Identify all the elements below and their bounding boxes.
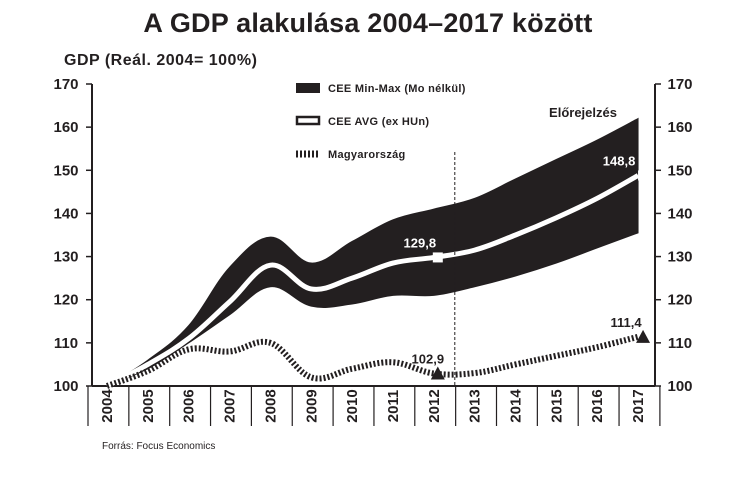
x-tick-label: 2013 xyxy=(467,389,484,422)
y-tick-label-left: 160 xyxy=(53,119,78,136)
y-axis-title: GDP (Reál. 2004= 100%) xyxy=(64,52,258,69)
x-tick-label: 2016 xyxy=(589,389,606,422)
y-tick-label-right: 170 xyxy=(667,76,692,93)
legend-swatch-avg xyxy=(295,115,321,126)
y-tick-label-right: 130 xyxy=(667,249,692,266)
hungary-marker xyxy=(430,366,445,380)
y-tick-label-right: 160 xyxy=(667,119,692,136)
x-tick-label: 2012 xyxy=(426,389,443,422)
legend-swatch-band xyxy=(296,83,320,93)
y-tick-label-right: 140 xyxy=(667,205,692,222)
x-tick-label: 2010 xyxy=(344,389,361,422)
y-tick-label-left: 150 xyxy=(53,162,78,179)
cee-avg-line xyxy=(105,173,640,389)
x-tick-label: 2006 xyxy=(181,389,198,422)
legend-label-band: CEE Min-Max (Mo nélkül) xyxy=(328,83,466,95)
x-tick-label: 2011 xyxy=(385,390,402,423)
forecast-label: Előrejelzés xyxy=(549,105,617,120)
x-tick-label: 2009 xyxy=(303,389,320,422)
x-tick-label: 2005 xyxy=(140,389,157,422)
x-tick-label: 2008 xyxy=(262,389,279,422)
hungary-marker xyxy=(636,329,651,343)
y-tick-label-left: 140 xyxy=(53,205,78,222)
cee-avg-value-label: 129,8 xyxy=(404,235,437,250)
y-tick-label-right: 110 xyxy=(668,335,692,352)
cee-min-max-band xyxy=(106,117,639,387)
legend-label-hungary: Magyarország xyxy=(328,149,406,161)
hungary-value-label: 111,4 xyxy=(610,315,642,330)
y-tick-label-left: 170 xyxy=(53,76,78,93)
y-tick-label-left: 120 xyxy=(53,292,78,309)
y-tick-label-left: 130 xyxy=(53,249,78,266)
x-tick-label: 2017 xyxy=(630,389,647,422)
y-tick-label-left: 110 xyxy=(54,335,78,352)
x-tick-label: 2007 xyxy=(222,389,239,422)
x-tick-label: 2015 xyxy=(548,389,565,422)
hungary-value-label: 102,9 xyxy=(412,351,445,366)
x-tick-label: 2004 xyxy=(99,389,116,423)
legend-label-avg: CEE AVG (ex HUn) xyxy=(328,116,429,128)
x-tick-label: 2014 xyxy=(508,389,525,423)
y-tick-label-left: 100 xyxy=(53,378,78,395)
y-tick-label-right: 150 xyxy=(667,162,692,179)
source-note: Forrás: Focus Economics xyxy=(102,441,216,452)
y-tick-label-right: 100 xyxy=(667,378,692,395)
cee-avg-marker xyxy=(432,252,443,263)
cee-avg-marker xyxy=(638,170,649,181)
y-tick-label-right: 120 xyxy=(667,292,692,309)
hungary-line xyxy=(105,333,639,389)
cee-avg-value-label: 148,8 xyxy=(603,153,636,168)
chart-title: A GDP alakulása 2004–2017 között xyxy=(143,8,593,38)
